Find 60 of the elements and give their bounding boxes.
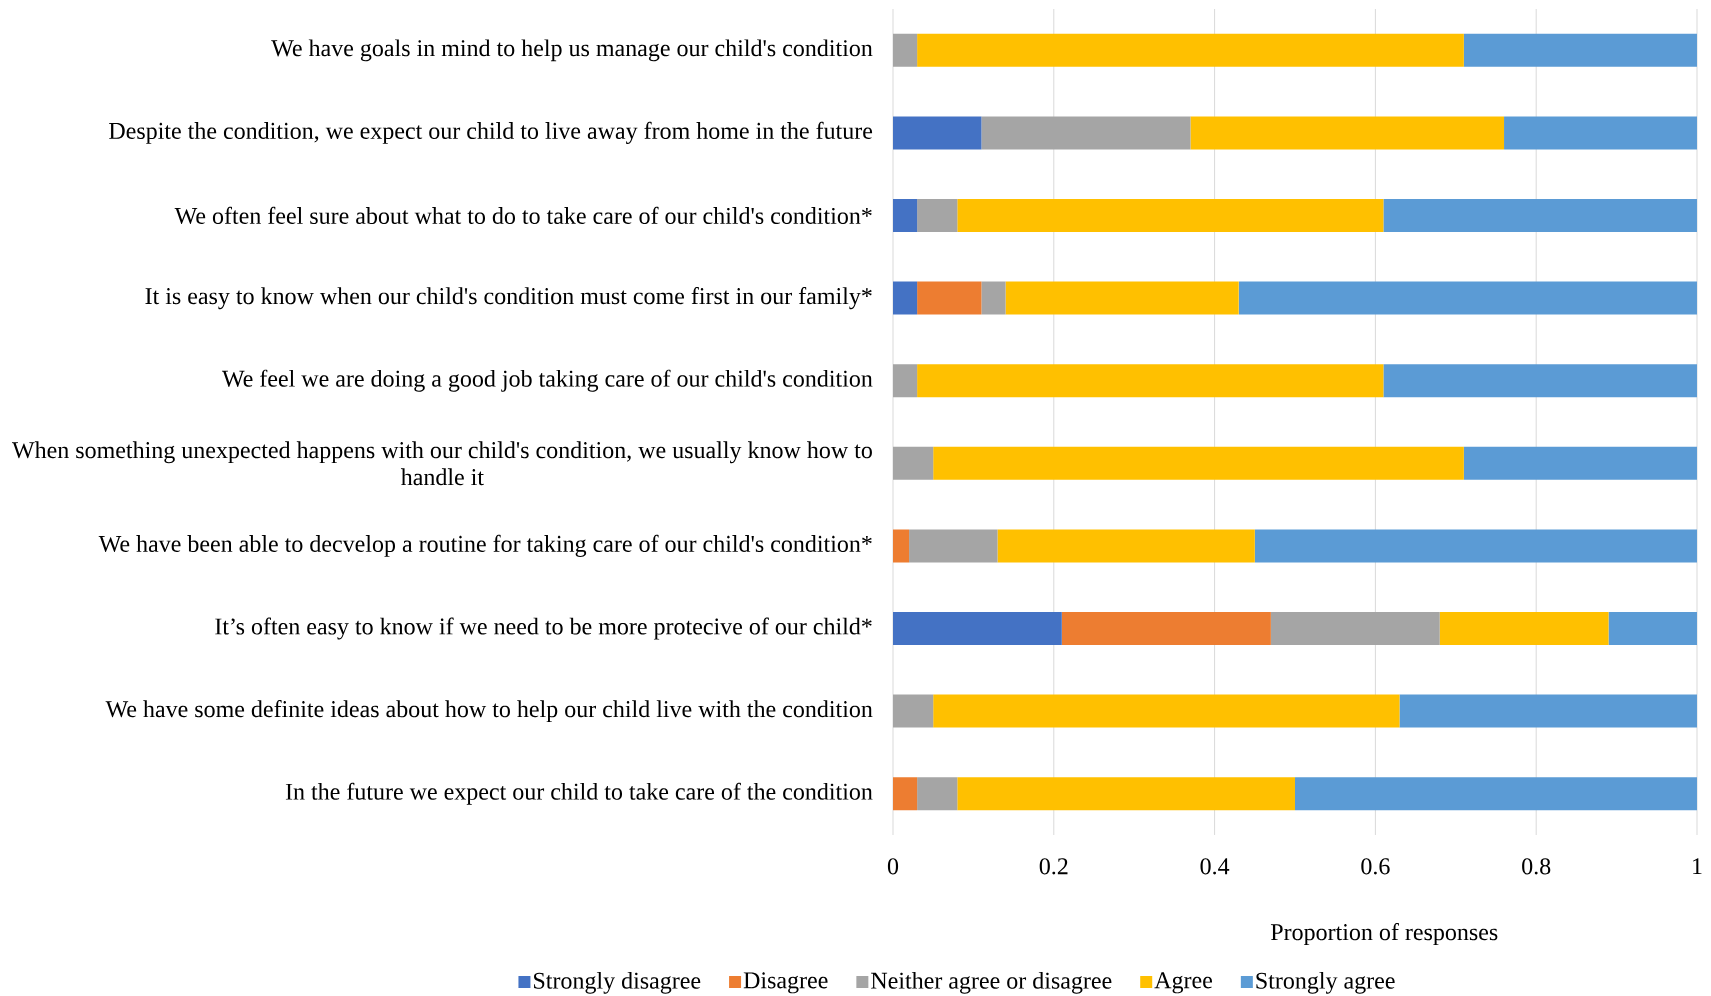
y-tick-label: Despite the condition, we expect our child to live away from home in the future: [109, 121, 873, 144]
bar: [933, 446, 1464, 480]
y-tick-label: It’s often easy to know if we need to be more protecive of our child*: [215, 617, 872, 640]
y-tick-label: When something unexpected happens with our child's condition, we usually know how to handle it: [11, 441, 872, 486]
bar: [909, 529, 998, 563]
bar: [957, 198, 1384, 233]
bar: [997, 529, 1255, 563]
bar: [933, 694, 1400, 728]
bar: [981, 116, 1191, 150]
bar: [1608, 611, 1697, 646]
bar: [917, 364, 1384, 398]
legend-label: Neither agree or disagree: [871, 971, 1112, 994]
bar: [1295, 777, 1697, 811]
x-tick-label: 0.2: [1039, 858, 1068, 875]
x-axis-title: Proportion of responses: [1270, 923, 1498, 946]
bar: [1463, 446, 1697, 480]
bar: [1254, 529, 1697, 563]
bar: [893, 116, 982, 150]
bar: [1383, 364, 1697, 398]
legend-label: Strongly disagree: [534, 971, 701, 994]
y-tick-label: We feel we are doing a good job taking care of our child's condition: [221, 369, 873, 392]
bar: [893, 364, 918, 398]
y-tick-label: We have been able to decvelop a routine for taking care of our child's condition*: [98, 534, 872, 557]
bar: [893, 281, 918, 315]
bar: [1439, 611, 1609, 646]
bar: [893, 198, 918, 233]
bar: [981, 281, 1006, 315]
y-tick-label: We have some definite ideas about how to help our child live with the condition: [105, 700, 873, 723]
legend-label: Agree: [1154, 972, 1213, 994]
bar: [1005, 281, 1239, 315]
bar: [893, 33, 918, 67]
legend-label: Disagree: [743, 972, 828, 994]
bar: [893, 446, 934, 480]
x-tick-label: 0.8: [1522, 858, 1551, 875]
bar: [917, 281, 982, 315]
bar: [893, 777, 918, 811]
bar: [893, 694, 934, 728]
y-tick-label: It is easy to know when our child's condition must come first in our family*: [145, 287, 872, 310]
x-tick-label: 0: [887, 858, 899, 875]
legend-label: Strongly agree: [1256, 971, 1395, 994]
y-tick-label: In the future we expect our child to take care of the condition: [285, 782, 873, 805]
bar: [1190, 116, 1505, 150]
x-tick-label: 0.4: [1200, 858, 1230, 875]
bar: [1270, 611, 1440, 646]
bar: [957, 777, 1295, 811]
x-tick-label: 1: [1693, 858, 1702, 875]
y-tick-label: We have goals in mind to help us manage our child's condition: [271, 39, 873, 62]
bar: [1383, 198, 1697, 233]
bar: [1463, 33, 1697, 67]
bar: [1238, 281, 1697, 315]
bar: [917, 198, 958, 233]
x-tick-label: 0.6: [1361, 858, 1390, 875]
y-tick-label: We often feel sure about what to do to take care of our child's condition*: [174, 206, 872, 225]
bar: [917, 777, 958, 811]
bar: [893, 611, 1062, 646]
bar: [1399, 694, 1697, 728]
bar: [893, 529, 910, 563]
bar: [1504, 116, 1697, 150]
bar: [917, 33, 1464, 67]
bar: [1061, 611, 1271, 646]
